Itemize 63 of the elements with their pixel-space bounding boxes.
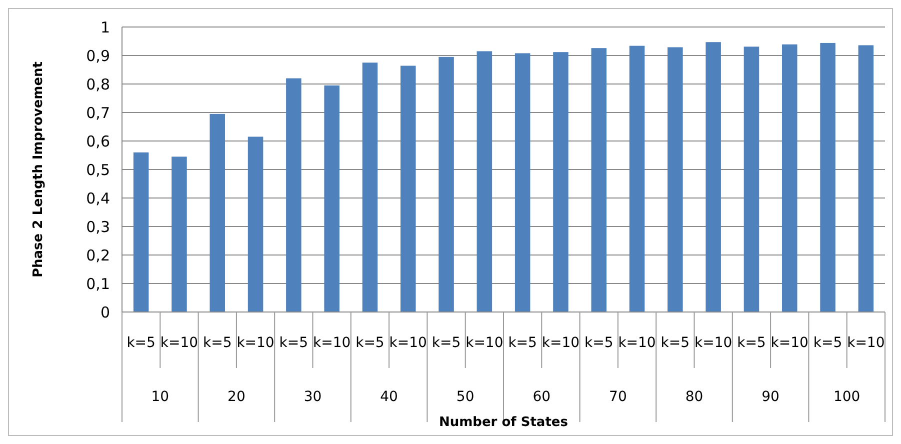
bar — [706, 42, 721, 312]
x-tick-label: k=10 — [312, 334, 351, 351]
y-tick-label: 1 — [100, 18, 110, 36]
x-tick-label: k=10 — [847, 334, 885, 351]
x-tick-label: k=10 — [770, 334, 808, 351]
x-tick-label: k=10 — [694, 334, 732, 351]
bar — [210, 114, 226, 312]
x-tick-label: k=10 — [542, 334, 580, 351]
bar — [553, 52, 568, 312]
x-tick-label: k=5 — [660, 334, 690, 351]
bar — [324, 85, 340, 312]
x-tick-label: k=5 — [279, 334, 308, 351]
y-tick-label: 0,7 — [86, 104, 110, 122]
bar — [514, 53, 530, 312]
text: 100 — [833, 388, 860, 405]
y-tick-label: 0,6 — [86, 132, 110, 150]
text: 20 — [228, 388, 246, 405]
x-tick-label: k=10 — [466, 334, 504, 351]
text: 60 — [532, 388, 551, 405]
bar — [400, 66, 416, 312]
bar — [286, 78, 302, 312]
x-tick-label: k=5 — [508, 334, 537, 351]
x-tick-label: k=5 — [584, 334, 614, 351]
bar — [362, 62, 378, 312]
text: 10 — [151, 388, 170, 405]
x-tick-label: k=10 — [389, 334, 427, 351]
text: 70 — [609, 388, 627, 405]
x-tick-label: k=10 — [618, 334, 656, 351]
x-axis-title: Number of States — [439, 415, 568, 430]
x-tick-label: k=5 — [432, 334, 461, 351]
bar — [858, 45, 874, 312]
x-tick-label: k=5 — [356, 334, 384, 351]
y-tick-label: 0,9 — [86, 46, 110, 65]
x-tick-label: k=5 — [126, 334, 156, 351]
y-axis-title: Phase 2 Length Improvement — [31, 61, 46, 278]
y-tick-label: 0,3 — [86, 218, 110, 236]
bar — [668, 47, 683, 312]
bar — [591, 48, 607, 312]
y-tick-label: 0,1 — [86, 274, 110, 293]
x-tick-label: k=10 — [236, 334, 274, 351]
text: 80 — [685, 388, 704, 405]
text: 30 — [304, 388, 322, 405]
x-tick-label: k=5 — [737, 334, 766, 351]
x-tick-label: k=5 — [203, 334, 232, 351]
bar — [438, 56, 454, 312]
bar — [820, 42, 836, 312]
bar — [744, 46, 760, 312]
text: 50 — [456, 388, 474, 405]
bar — [172, 156, 187, 312]
x-tick-label: k=5 — [813, 334, 842, 351]
text: 90 — [762, 388, 780, 405]
bar — [248, 136, 264, 312]
text: 40 — [380, 388, 398, 405]
y-tick-label: 0 — [100, 303, 110, 322]
bar — [133, 152, 149, 312]
bar — [629, 46, 645, 312]
y-tick-label: 0,8 — [86, 75, 110, 94]
y-tick-label: 0,5 — [86, 160, 110, 179]
bar — [782, 44, 798, 312]
x-tick-label: k=10 — [160, 334, 198, 351]
bar — [476, 51, 492, 312]
y-tick-label: 0,4 — [86, 189, 110, 208]
y-tick-label: 0,2 — [86, 246, 110, 264]
